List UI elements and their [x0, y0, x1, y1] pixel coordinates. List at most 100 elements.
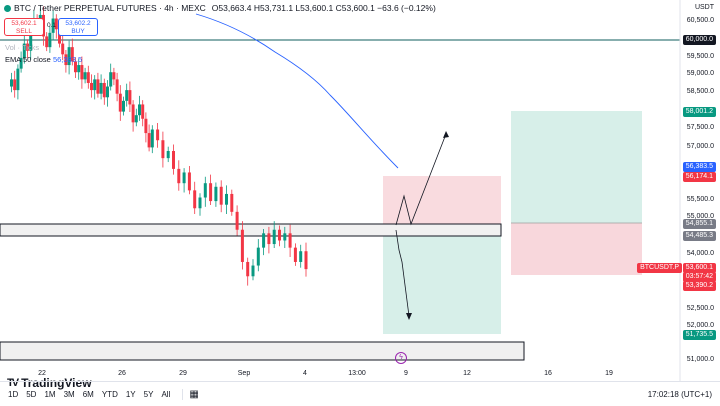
candle-body	[115, 79, 119, 94]
tag-mid-level: 54,855.1	[682, 219, 716, 229]
ema-value: 56,383.5	[52, 55, 83, 64]
price-tick: 60,500.0	[686, 17, 714, 24]
sell-button[interactable]: 53,602.1 SELL	[4, 18, 44, 36]
range-1d[interactable]: 1D	[8, 389, 19, 399]
candle-body	[22, 43, 26, 58]
range-5y[interactable]: 5Y	[143, 389, 154, 399]
range-6m[interactable]: 6M	[82, 389, 94, 399]
candle-body	[147, 133, 151, 148]
projection-down	[395, 229, 410, 317]
projection-up	[395, 133, 447, 226]
candle-body	[256, 247, 260, 266]
symbol-title[interactable]: BTC / Tether PERPETUAL FUTURES · 4h · ME…	[4, 3, 206, 13]
candle-body	[16, 68, 20, 91]
candle-body	[64, 54, 68, 66]
range-1y[interactable]: 1Y	[125, 389, 136, 399]
sell-label: SELL	[16, 28, 32, 35]
tag-lower-level: 54,485.3	[682, 231, 716, 241]
tradingview-logo-text: TradingView	[21, 376, 92, 390]
volume-pane-strip	[0, 341, 525, 361]
ema-indicator-label[interactable]: EMA 50 close 56,383.5	[5, 55, 83, 64]
candle-body	[128, 90, 132, 105]
tag-upper-entry: 56,174.1	[682, 172, 716, 182]
candle-body	[122, 100, 125, 112]
bottom-toolbar: 1D 5D 1M 3M 6M YTD 1Y 5Y All ▦ 17:02:18 …	[0, 381, 720, 406]
time-tick: 19	[605, 370, 613, 377]
candle-body	[150, 129, 154, 148]
buy-button[interactable]: 53,602.2 BUY	[58, 18, 98, 36]
candle-body	[48, 32, 52, 48]
range-5d[interactable]: 5D	[26, 389, 37, 399]
currency-selector[interactable]: USDT	[694, 4, 714, 11]
candle-body	[177, 168, 181, 184]
candle-body	[13, 79, 17, 91]
candle-body	[198, 197, 202, 209]
candle-body	[240, 229, 244, 262]
candle-body	[45, 36, 49, 48]
buy-label: BUY	[71, 28, 85, 35]
candle-body	[304, 251, 308, 270]
candle-body	[90, 82, 93, 91]
candle-body	[54, 18, 58, 30]
time-tick: 22	[38, 370, 46, 377]
candle-body	[246, 261, 250, 277]
range-3m[interactable]: 3M	[63, 389, 75, 399]
range-ytd[interactable]: YTD	[101, 389, 118, 399]
candle-body	[141, 104, 145, 119]
candle-body	[10, 79, 13, 87]
candle-body	[77, 65, 81, 73]
tag-ema: 56,383.5	[682, 162, 716, 172]
candle-body	[267, 233, 271, 245]
candle-body	[106, 86, 109, 98]
target-zone-left	[383, 236, 501, 334]
candle-body	[283, 233, 287, 241]
candle-body	[125, 90, 129, 101]
candle-body	[118, 93, 122, 112]
arrowhead-down	[406, 313, 412, 320]
clock-timezone[interactable]: 17:02:18 (UTC+1)	[647, 389, 712, 399]
candle-body	[86, 72, 90, 83]
candle-body	[102, 82, 106, 98]
support-band	[0, 223, 502, 237]
candle-body	[219, 186, 223, 205]
candle-body	[131, 104, 135, 123]
price-tick: 51,000.0	[686, 356, 714, 363]
candle-body	[161, 140, 165, 159]
tag-countdown: 03:57:42	[682, 272, 716, 282]
tag-last-price: 53,600.1	[682, 263, 716, 273]
time-tick: 26	[118, 370, 126, 377]
candle-body	[203, 183, 207, 198]
tag-target: 58,001.2	[682, 107, 716, 117]
candle-body	[70, 47, 74, 62]
candle-body	[272, 229, 276, 245]
spread-value: 0.1	[47, 22, 57, 29]
price-tick: 55,500.0	[686, 196, 714, 203]
candle-body	[288, 233, 292, 248]
stop-zone-right	[511, 223, 642, 275]
ohlc-values: O53,663.4 H53,731.1 L53,600.1 C53,600.1 …	[211, 3, 436, 13]
candle-body	[96, 79, 100, 94]
tradingview-logo[interactable]: TV TradingView	[7, 376, 92, 390]
calendar-icon[interactable]: ▦	[182, 388, 199, 400]
candle-body	[278, 229, 281, 241]
time-tick: 13:00	[348, 370, 366, 377]
candle-body	[134, 115, 138, 123]
candles-group	[10, 6, 308, 286]
price-tick: 59,000.0	[686, 70, 714, 77]
candle-body	[93, 79, 97, 91]
time-tick: 16	[544, 370, 552, 377]
range-all[interactable]: All	[161, 389, 171, 399]
lightning-icon[interactable]: ϟ	[395, 352, 407, 364]
price-tick: 52,000.0	[686, 322, 714, 329]
volume-indicator-label[interactable]: Vol · Ticks	[5, 43, 40, 52]
candle-body	[144, 118, 148, 134]
candle-body	[172, 150, 175, 169]
candle-body	[67, 47, 71, 66]
arrowhead-up	[443, 131, 449, 138]
tag-level-60000: 60,000.0	[682, 35, 716, 45]
chart-header: BTC / Tether PERPETUAL FUTURES · 4h · ME…	[4, 3, 436, 13]
candle-body	[230, 193, 234, 212]
market-status-dot	[4, 4, 11, 12]
range-1m[interactable]: 1M	[44, 389, 56, 399]
